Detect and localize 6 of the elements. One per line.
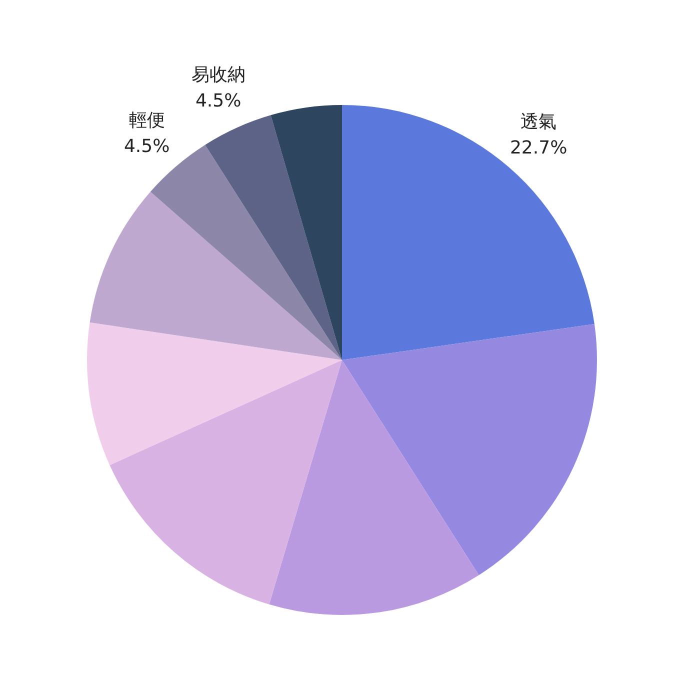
slice-label: 易收納 [191,64,246,86]
data-label: 4.5% [124,136,170,158]
data-label: 4.5% [195,90,242,112]
data-label: 22.7% [510,137,568,158]
slice-label: 輕便 [128,110,165,132]
slice-label: 透氣 [520,111,557,132]
